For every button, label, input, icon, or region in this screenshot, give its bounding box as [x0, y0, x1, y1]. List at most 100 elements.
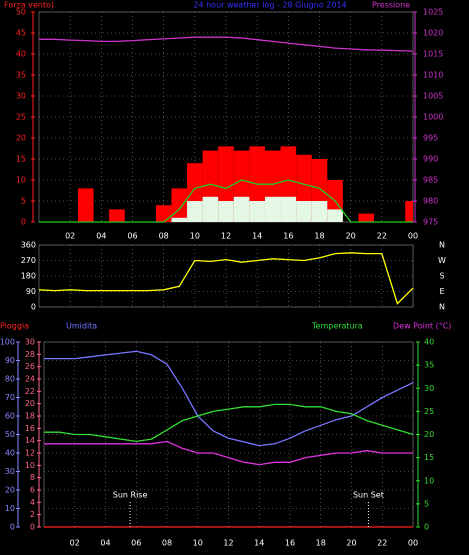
y3-tick-label: 2 [30, 510, 35, 519]
x-tick-label: 12 [221, 232, 231, 241]
y-tick-label: 0 [31, 303, 36, 312]
y-tick-label: 360 [21, 241, 36, 250]
y2-tick-label: 0 [424, 523, 429, 532]
wind-bar [280, 196, 297, 222]
y2-tick-label: 30 [424, 384, 434, 393]
y2-tick-label: 995 [423, 134, 438, 143]
y3-tick-label: 0 [30, 523, 35, 532]
y-tick-label: 50 [16, 8, 26, 17]
y3-tick-label: 30 [25, 338, 35, 347]
wind-axis-title: Forza vento) [4, 1, 54, 10]
y-tick-label: 0 [21, 218, 26, 227]
x-tick-label: 08 [162, 539, 172, 548]
wind-bar [202, 196, 219, 222]
wind-bar [264, 196, 281, 222]
x-tick-label: 18 [314, 232, 324, 241]
wind-bar [327, 209, 343, 222]
y2-tick-label: 1025 [423, 8, 443, 17]
y-tick-label: 10 [16, 176, 26, 185]
y-tick-label: 20 [16, 134, 26, 143]
y3-tick-label: 14 [25, 436, 35, 445]
wind-bar [233, 196, 250, 222]
y-tick-label: 70 [5, 393, 15, 402]
y-tick-label: 80 [5, 375, 15, 384]
y-tick-label: 20 [5, 486, 15, 495]
x-tick-label: 06 [127, 232, 137, 241]
x-tick-label: 08 [159, 232, 169, 241]
y-tick-label: 35 [16, 71, 26, 80]
y-tick-label: 60 [5, 412, 15, 421]
x-tick-label: 00 [408, 539, 418, 548]
x-tick-label: 14 [252, 232, 262, 241]
y3-tick-label: 20 [25, 399, 35, 408]
y2-tick-label: 1020 [423, 29, 443, 38]
x-tick-label: 16 [283, 232, 293, 241]
y3-tick-label: 16 [25, 424, 35, 433]
x-tick-label: 20 [346, 539, 356, 548]
wind-bar [77, 188, 94, 222]
series-line [44, 440, 413, 466]
y-tick-label: 100 [0, 338, 15, 347]
y-tick-label: 90 [26, 287, 36, 296]
y2-tick-label: 25 [424, 407, 434, 416]
y3-tick-label: 6 [30, 486, 35, 495]
x-tick-label: 02 [65, 232, 75, 241]
y-tick-label: 45 [16, 29, 26, 38]
x-tick-label: 20 [346, 232, 356, 241]
y3-tick-label: 4 [30, 498, 35, 507]
x-tick-label: 18 [316, 539, 326, 548]
series-label: Umidita [66, 322, 97, 331]
y2-tick-label: 1000 [423, 113, 443, 122]
y2-tick-label: 10 [424, 476, 434, 485]
x-tick-label: 02 [70, 539, 80, 548]
y2-tick-label: 1010 [423, 71, 443, 80]
y2-tick-label: 20 [424, 430, 434, 439]
wind-bar [311, 201, 328, 222]
x-tick-label: 00 [408, 232, 418, 241]
y2-tick-label: 15 [424, 453, 434, 462]
wind-bar [296, 201, 312, 222]
y2-tick-label: 985 [423, 176, 438, 185]
series-line [38, 252, 414, 305]
series-label: Dew Point (°C) [393, 322, 451, 331]
y2-tick-label: W [438, 256, 446, 265]
y2-tick-label: N [439, 241, 445, 250]
wind-bar [358, 213, 375, 222]
y2-tick-label: 1015 [423, 50, 443, 59]
y-tick-label: 10 [5, 504, 15, 513]
y3-tick-label: 28 [25, 350, 35, 359]
x-tick-label: 22 [377, 232, 387, 241]
y-tick-label: 15 [16, 155, 26, 164]
y-tick-label: 270 [21, 256, 36, 265]
y3-tick-label: 10 [25, 461, 35, 470]
y3-tick-label: 8 [30, 473, 35, 482]
y-tick-label: 25 [16, 113, 26, 122]
wind-bar [405, 201, 413, 222]
x-tick-label: 22 [377, 539, 387, 548]
y3-tick-label: 12 [25, 449, 35, 458]
y2-tick-label: 975 [423, 218, 438, 227]
annotation: Sun Rise [113, 491, 148, 500]
x-tick-label: 10 [193, 539, 203, 548]
x-tick-label: 06 [131, 539, 141, 548]
series-line [39, 179, 413, 223]
x-tick-label: 04 [100, 539, 110, 548]
y2-tick-label: 1005 [423, 92, 443, 101]
wind-bar [171, 217, 188, 222]
y-tick-label: 90 [5, 356, 15, 365]
y-tick-label: 5 [21, 197, 26, 206]
y2-tick-label: N [439, 303, 445, 312]
y-tick-label: 40 [16, 50, 26, 59]
y2-tick-label: 40 [424, 338, 434, 347]
annotation: Sun Set [353, 491, 384, 500]
y3-tick-label: 26 [25, 362, 35, 371]
series-line [44, 403, 414, 443]
wind-bar [249, 201, 265, 222]
chart-title: 24 hour weather log - 28 Giugno 2014 [193, 1, 346, 10]
wind-bar [171, 188, 188, 222]
series-label: Temperatura [311, 322, 363, 331]
y3-tick-label: 18 [25, 412, 35, 421]
y2-tick-label: 980 [423, 197, 438, 206]
y3-tick-label: 24 [25, 375, 35, 384]
